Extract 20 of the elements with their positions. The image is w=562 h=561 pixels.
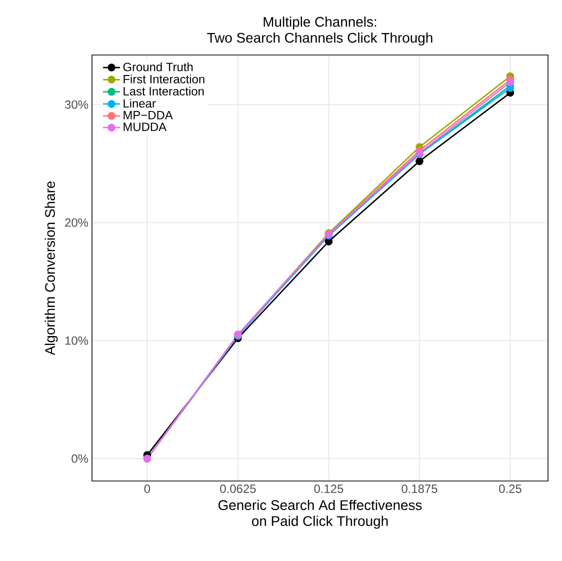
y-tick-label: 10% (65, 336, 88, 345)
x-tick-label: 0.1875 (402, 484, 438, 493)
x-tick-label: 0 (144, 484, 150, 493)
x-tick-label: 0.0625 (220, 484, 256, 493)
x-tick-label: 0.25 (499, 484, 522, 493)
chart-title: Multiple Channels: Two Search Channels Click Through (207, 16, 432, 46)
point (416, 157, 424, 166)
legend-label: Last Interaction (124, 86, 204, 96)
y-tick-label: 30% (65, 100, 88, 109)
legend-label: MP−DDA (124, 111, 173, 120)
legend-label: Linear (124, 98, 156, 108)
y-tick-label: 20% (65, 218, 88, 227)
legend-label: MUDDA (124, 122, 167, 132)
x-axis-title: Generic Search Ad Effectiveness on Paid Click Through (218, 500, 422, 529)
legend-label: Ground Truth (123, 62, 193, 72)
legend-label: First Interaction (124, 74, 204, 84)
y-axis-title: Algorithm Conversion Share (44, 181, 58, 356)
y-tick-label: 0% (72, 454, 88, 463)
x-tick-label: 0.125 (314, 484, 344, 493)
point (506, 78, 514, 86)
